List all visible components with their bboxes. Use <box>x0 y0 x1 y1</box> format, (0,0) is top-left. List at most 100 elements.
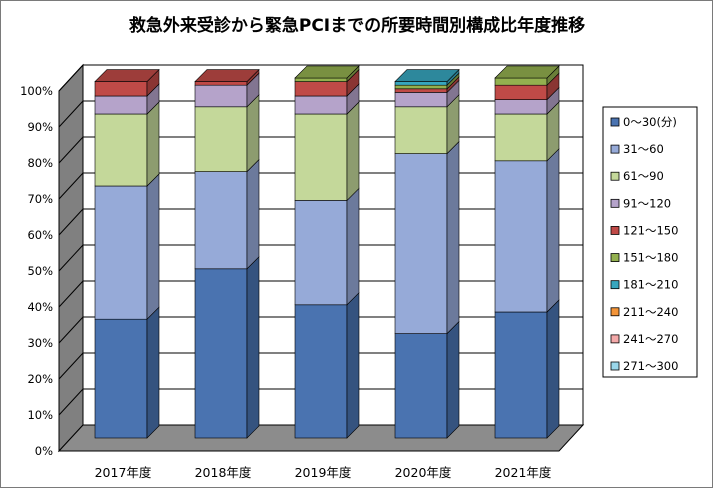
bar-front <box>94 113 148 187</box>
bar-side <box>246 256 260 439</box>
gridline-side <box>58 208 84 236</box>
bars <box>94 65 560 439</box>
bar-side <box>446 320 460 439</box>
bar-front <box>194 106 248 172</box>
bar-front <box>194 81 248 86</box>
y-tick-label: 20% <box>27 372 53 386</box>
bar-side <box>246 94 260 173</box>
y-tick-label: 40% <box>27 300 53 314</box>
legend-label: 211～240 <box>623 305 678 319</box>
bar-segment <box>394 79 460 108</box>
bar-side <box>346 101 360 202</box>
bar-side <box>546 299 560 439</box>
legend-swatch <box>610 226 620 235</box>
x-tick-label: 2021年度 <box>495 465 552 480</box>
bar-front <box>294 77 348 82</box>
bar-front <box>394 92 448 108</box>
bar-side <box>546 148 560 313</box>
bar-front <box>194 268 248 439</box>
bar-front <box>394 88 448 93</box>
legend-swatch <box>610 117 620 127</box>
y-tick-label: 30% <box>27 336 53 350</box>
legend-label: 31～60 <box>623 142 664 156</box>
legend-swatch <box>610 361 620 371</box>
legend-label: 0～30(分) <box>623 115 677 129</box>
bar-segment <box>194 256 260 439</box>
bar-front <box>394 333 448 439</box>
bar-segment <box>394 320 460 439</box>
bar-segment <box>294 292 360 439</box>
x-tick-label: 2017年度 <box>95 465 152 480</box>
bar-front <box>394 153 448 334</box>
y-tick-label: 10% <box>27 408 53 422</box>
legend-label: 181～210 <box>623 278 678 292</box>
bar-front <box>494 77 548 86</box>
bar-front <box>294 113 348 201</box>
bar-front <box>494 84 548 100</box>
bar-front <box>94 81 148 97</box>
bar-top <box>394 69 460 82</box>
y-tick-label: 60% <box>27 228 53 242</box>
legend-swatch <box>610 253 620 262</box>
gridline-side <box>58 352 84 380</box>
gridline-side <box>58 388 84 416</box>
bar-front <box>194 84 248 108</box>
legend-label: 271～300 <box>623 359 678 373</box>
bar-side <box>146 306 160 439</box>
legend-swatch <box>610 280 620 290</box>
gridline-side <box>58 172 84 200</box>
bar-segment <box>494 101 560 162</box>
bar-front <box>294 81 348 97</box>
y-tick-label: 70% <box>27 192 53 206</box>
y-tick-label: 80% <box>27 156 53 170</box>
bar-top <box>494 65 560 79</box>
bar-top <box>94 69 160 82</box>
legend-label: 121～150 <box>623 223 678 237</box>
bar-segment <box>294 83 360 115</box>
gridline-side <box>58 64 84 92</box>
legend-swatch <box>610 144 620 154</box>
bar-segment <box>394 140 460 335</box>
axis-labels: 0% 10% 20% 30% 40% 50% 60% 70% 80% 90% 100% 2017年度 2… <box>20 84 552 480</box>
bar-front <box>494 311 548 439</box>
bar-front <box>194 171 248 270</box>
x-tick-label: 2018年度 <box>195 465 252 480</box>
legend-label: 91～120 <box>623 196 671 210</box>
bar-front <box>94 95 148 115</box>
bar-side <box>146 173 160 320</box>
bar-front <box>394 106 448 154</box>
bar-side <box>346 187 360 306</box>
bar-front <box>494 113 548 162</box>
legend-swatch <box>610 198 620 208</box>
bar-side <box>446 140 460 335</box>
bar-segment <box>94 306 160 439</box>
bar-front <box>94 318 148 439</box>
bar-side <box>146 101 160 187</box>
gridline-side <box>58 136 84 164</box>
chart-title: 救急外来受診から緊急PCIまでの所要時間別構成比年度推移 <box>129 15 585 36</box>
gridline-side <box>58 280 84 308</box>
legend-label: 241～270 <box>623 332 678 346</box>
bar-front <box>294 304 348 439</box>
bar-segment <box>494 299 560 439</box>
bar-front <box>494 99 548 115</box>
gridline-side <box>58 316 84 344</box>
bar-segment <box>394 94 460 155</box>
legend: 0～30(分) 31～60 61～90 91～120 121～150 151～180 181… <box>602 106 698 378</box>
bar-front <box>394 81 448 86</box>
legend-swatch <box>610 334 620 344</box>
bar-top <box>194 69 260 82</box>
y-tick-label: 100% <box>20 84 53 98</box>
bar-segment <box>94 68 160 97</box>
bar-front <box>494 160 548 313</box>
legend-swatch <box>610 307 620 317</box>
gridline-side <box>58 244 84 272</box>
x-tick-label: 2020年度 <box>395 465 452 480</box>
bar-segment <box>494 72 560 101</box>
bar-segment <box>494 148 560 313</box>
bar-segment <box>294 187 360 306</box>
gridline-side <box>58 100 84 128</box>
legend-label: 61～90 <box>623 169 664 183</box>
